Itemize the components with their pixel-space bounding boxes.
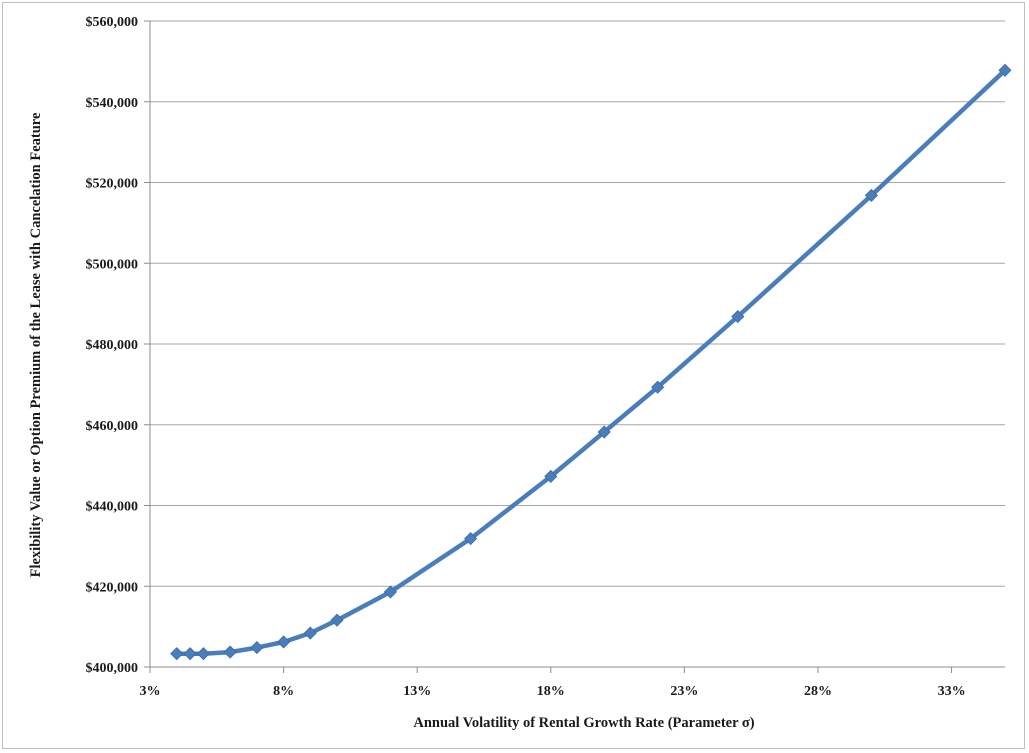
data-point-marker	[277, 635, 291, 649]
data-point-marker	[383, 585, 398, 599]
x-tick-label: 33%	[938, 684, 966, 699]
axes	[144, 20, 1005, 673]
data-point-marker	[864, 188, 878, 202]
y-tick-label: $500,000	[86, 257, 139, 272]
y-tick-label: $560,000	[86, 15, 139, 30]
y-tick-label: $400,000	[86, 661, 139, 676]
x-tick-label: 13%	[403, 684, 431, 699]
x-tick-label: 28%	[804, 684, 832, 699]
x-tick-label: 8%	[273, 684, 294, 699]
data-point-marker	[597, 425, 611, 439]
y-tick-label: $520,000	[86, 177, 139, 192]
series-layer	[170, 63, 1012, 661]
data-point-marker	[170, 647, 184, 661]
y-tick-label: $440,000	[86, 500, 139, 515]
x-axis-tick-labels: 3% 8% 13% 18% 23% 28% 33%	[140, 684, 966, 699]
y-axis-title: Flexibility Value or Option Premium of t…	[28, 112, 44, 577]
data-point-marker	[303, 626, 317, 640]
data-point-marker	[731, 309, 745, 324]
x-tick-label: 18%	[537, 684, 565, 699]
data-point-marker	[250, 641, 264, 655]
x-axis-title: Annual Volatility of Rental Growth Rate …	[413, 715, 754, 731]
data-point-marker	[544, 469, 558, 483]
data-point-marker	[183, 647, 197, 661]
y-axis-tick-labels: $400,000 $420,000 $440,000 $460,000 $480,000…	[86, 15, 139, 676]
data-point-marker	[196, 647, 211, 661]
x-tick-label: 3%	[140, 684, 161, 699]
y-tick-label: $480,000	[86, 338, 139, 353]
y-tick-label: $540,000	[86, 96, 139, 111]
y-tick-label: $460,000	[86, 419, 139, 434]
data-point-marker	[998, 63, 1012, 77]
data-point-marker	[651, 380, 665, 394]
data-point-marker	[223, 645, 237, 659]
gridlines	[150, 20, 1005, 587]
data-point-marker	[464, 532, 478, 546]
y-tick-label: $420,000	[86, 580, 139, 595]
data-point-marker	[330, 613, 344, 627]
x-tick-label: 23%	[670, 684, 698, 699]
series-line	[174, 68, 1008, 656]
